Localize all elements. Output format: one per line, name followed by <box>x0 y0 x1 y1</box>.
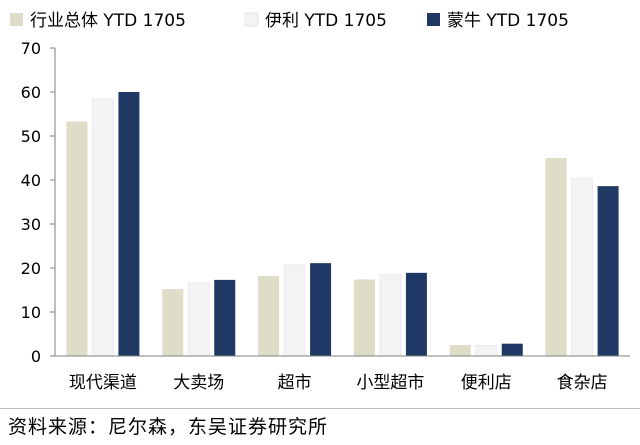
x-axis: 现代渠道 大卖场 超市 小型超市 便利店 食杂店 <box>55 355 630 393</box>
x-tick-label: 现代渠道 <box>69 373 137 393</box>
bar <box>310 263 332 356</box>
x-tick-label: 超市 <box>278 373 312 393</box>
legend-swatch <box>10 13 23 26</box>
y-tick-label: 60 <box>21 83 41 102</box>
y-axis: 0 10 20 30 40 50 60 70 <box>21 39 56 366</box>
x-tick-label: 便利店 <box>461 373 512 393</box>
y-tick-label: 10 <box>21 303 41 322</box>
bars <box>66 92 619 357</box>
bar <box>214 279 236 356</box>
bar <box>379 274 402 357</box>
legend: 行业总体 YTD 1705 伊利 YTD 1705 蒙牛 YTD 1705 <box>10 11 569 31</box>
legend-label: 伊利 YTD 1705 <box>265 11 387 31</box>
y-tick-label: 30 <box>21 215 41 234</box>
bar-chart: 行业总体 YTD 1705 伊利 YTD 1705 蒙牛 YTD 1705 0 10 2… <box>10 11 630 393</box>
y-tick-label: 50 <box>21 127 41 146</box>
bar <box>475 344 498 357</box>
bar <box>162 289 184 356</box>
bar <box>501 343 523 356</box>
legend-label: 蒙牛 YTD 1705 <box>447 11 569 31</box>
bar <box>187 282 210 357</box>
bar <box>258 275 280 356</box>
y-tick-label: 70 <box>21 39 41 58</box>
legend-swatch <box>244 12 259 27</box>
bar <box>545 158 567 356</box>
legend-swatch <box>427 13 440 26</box>
bar <box>118 92 140 356</box>
legend-label: 行业总体 YTD 1705 <box>30 11 186 31</box>
bar <box>597 186 619 356</box>
source-note: 资料来源：尼尔森，东吴证券研究所 <box>8 416 329 438</box>
y-tick-label: 20 <box>21 259 41 278</box>
bar <box>283 264 306 357</box>
bar <box>449 345 471 356</box>
x-tick-label: 小型超市 <box>356 373 424 393</box>
divider <box>0 408 640 409</box>
x-tick-label: 食杂店 <box>557 373 608 393</box>
y-tick-label: 40 <box>21 171 41 190</box>
bar <box>66 121 88 356</box>
y-tick-label: 0 <box>31 347 41 366</box>
x-tick-label: 大卖场 <box>173 373 224 393</box>
bar <box>91 98 114 357</box>
bar <box>353 279 375 356</box>
bar <box>405 272 427 356</box>
bar <box>571 177 594 357</box>
